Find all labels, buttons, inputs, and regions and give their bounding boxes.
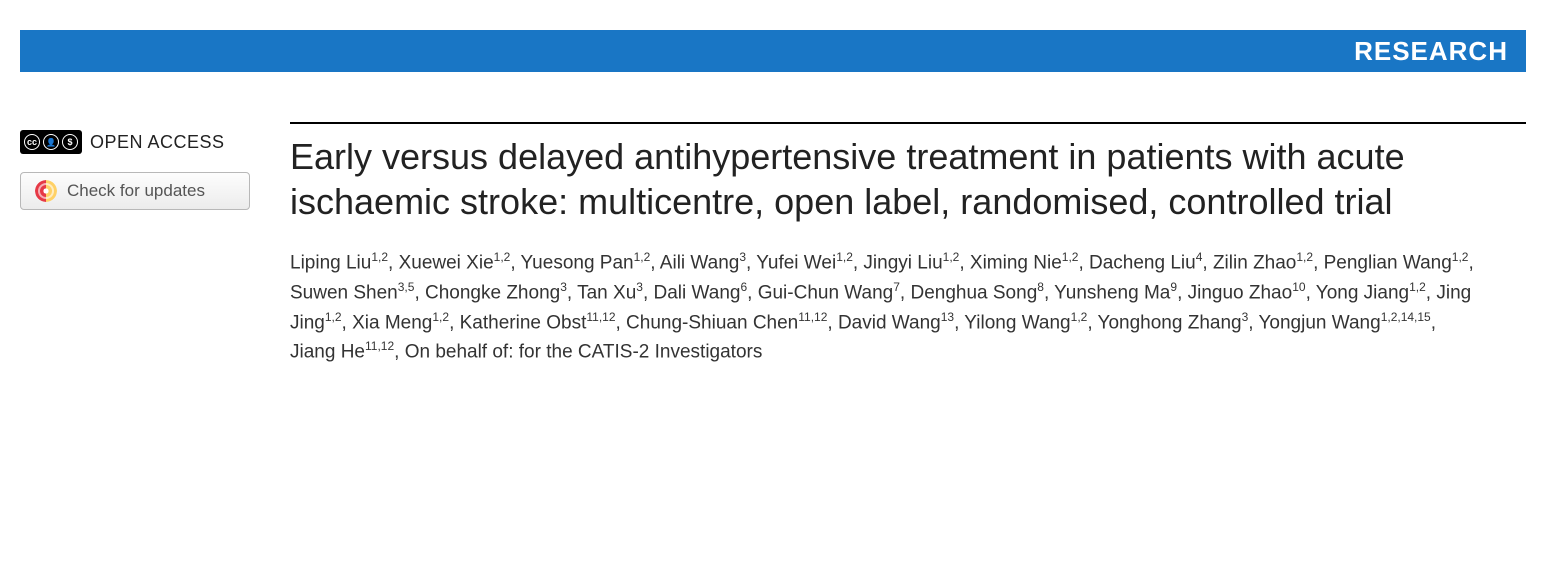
crossmark-icon xyxy=(35,180,57,202)
check-updates-label: Check for updates xyxy=(67,181,205,201)
check-updates-button[interactable]: Check for updates xyxy=(20,172,250,210)
open-access-label: OPEN ACCESS xyxy=(90,132,225,153)
section-banner: RESEARCH xyxy=(20,30,1526,72)
sidebar: cc 👤 $ OPEN ACCESS Check for updates xyxy=(20,122,290,367)
author-list: Liping Liu1,2, Xuewei Xie1,2, Yuesong Pa… xyxy=(290,248,1486,367)
cc-nc-icon: $ xyxy=(62,134,78,150)
cc-license-badge-icon: cc 👤 $ xyxy=(20,130,82,154)
article-title: Early versus delayed antihypertensive tr… xyxy=(290,134,1486,224)
banner-label: RESEARCH xyxy=(1354,36,1508,67)
open-access-row: cc 👤 $ OPEN ACCESS xyxy=(20,130,290,154)
article-main: Early versus delayed antihypertensive tr… xyxy=(290,122,1526,367)
content-row: cc 👤 $ OPEN ACCESS Check for updates Ear… xyxy=(20,122,1526,367)
cc-icon: cc xyxy=(24,134,40,150)
cc-by-icon: 👤 xyxy=(43,134,59,150)
